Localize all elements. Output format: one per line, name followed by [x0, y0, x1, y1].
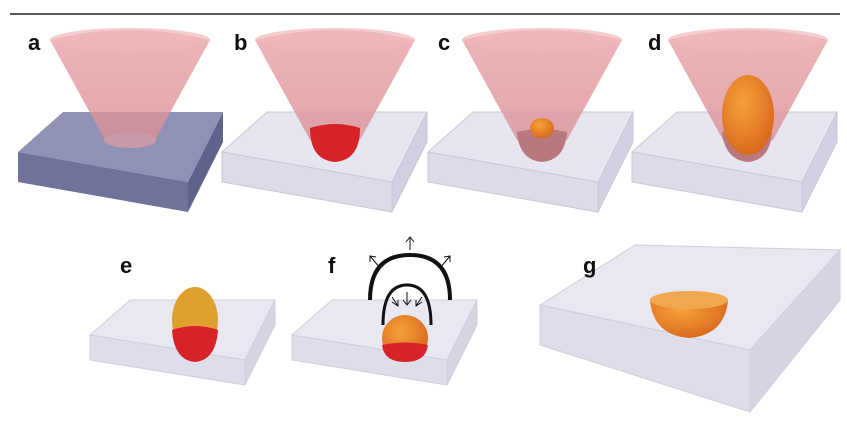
panel-label: f	[328, 253, 336, 278]
panel-b: b	[222, 28, 427, 212]
panel-a: a	[18, 28, 223, 212]
panel-label: d	[648, 30, 661, 55]
panel-label: b	[234, 30, 247, 55]
panel-label: a	[28, 30, 41, 55]
panel-label: g	[583, 253, 596, 278]
panel-c: c	[428, 28, 633, 212]
figure: a b c d e	[0, 0, 847, 424]
panel-e: e	[90, 253, 275, 385]
panel-label: c	[438, 30, 450, 55]
panel-d: d	[632, 28, 837, 212]
panel-label: e	[120, 253, 132, 278]
panel-f: f	[292, 237, 477, 385]
panel-g: g	[540, 245, 840, 412]
